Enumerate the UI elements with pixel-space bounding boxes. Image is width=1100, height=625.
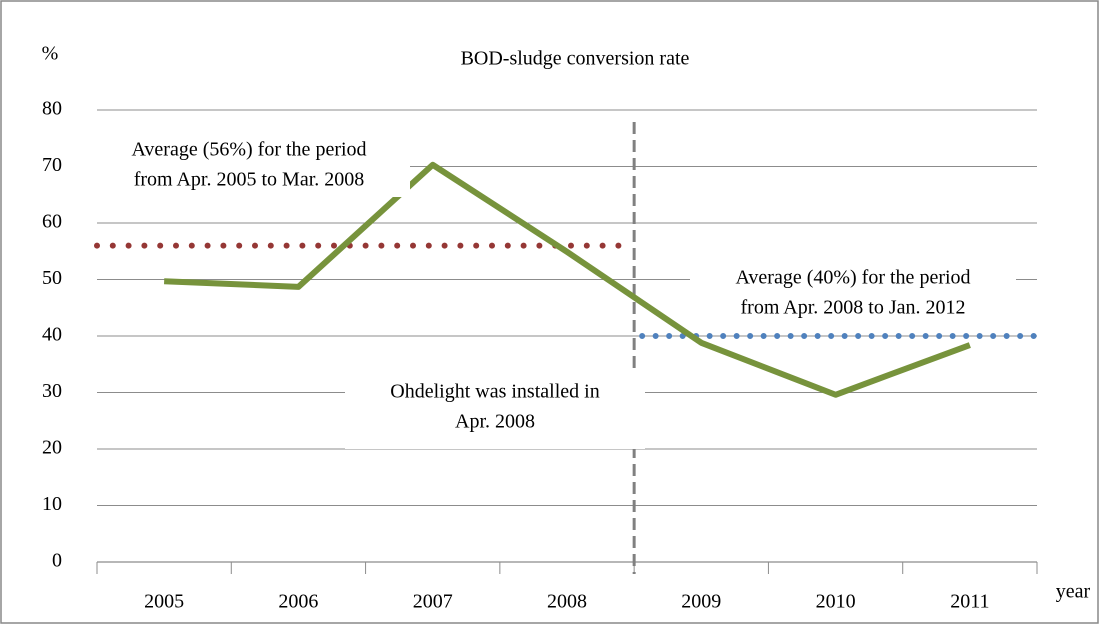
x-axis-label: year <box>1056 581 1091 603</box>
chart-title: BOD-sludge conversion rate <box>461 48 690 70</box>
average-annotation-bg <box>690 263 1016 325</box>
x-tick-label: 2010 <box>816 591 856 613</box>
event-annotation-bg <box>345 373 645 449</box>
y-tick-label: 0 <box>52 550 62 572</box>
average-annotation: from Apr. 2008 to Jan. 2012 <box>741 297 966 319</box>
average-annotation: Average (40%) for the period <box>735 267 970 289</box>
average-annotation-bg <box>88 135 410 197</box>
x-tick-label: 2011 <box>950 591 989 613</box>
y-tick-label: 80 <box>42 98 62 120</box>
y-tick-label: 70 <box>42 154 62 176</box>
average-annotation: from Apr. 2005 to Mar. 2008 <box>134 169 365 191</box>
y-tick-label: 30 <box>42 380 62 402</box>
y-tick-label: 50 <box>42 267 62 289</box>
y-tick-label: 40 <box>42 324 62 346</box>
x-tick-label: 2006 <box>278 591 318 613</box>
y-tick-label: 20 <box>42 437 62 459</box>
data-line <box>164 161 971 398</box>
x-tick-label: 2005 <box>144 591 184 613</box>
y-tick-label: 60 <box>42 211 62 233</box>
event-annotation: Ohdelight was installed in <box>390 381 599 403</box>
x-tick-label: 2007 <box>413 591 453 613</box>
y-axis-label: % <box>42 43 59 65</box>
x-tick-label: 2008 <box>547 591 587 613</box>
average-annotation: Average (56%) for the period <box>131 139 366 161</box>
event-annotation: Apr. 2008 <box>455 411 535 433</box>
x-tick-label: 2009 <box>681 591 721 613</box>
y-tick-label: 10 <box>42 493 62 515</box>
